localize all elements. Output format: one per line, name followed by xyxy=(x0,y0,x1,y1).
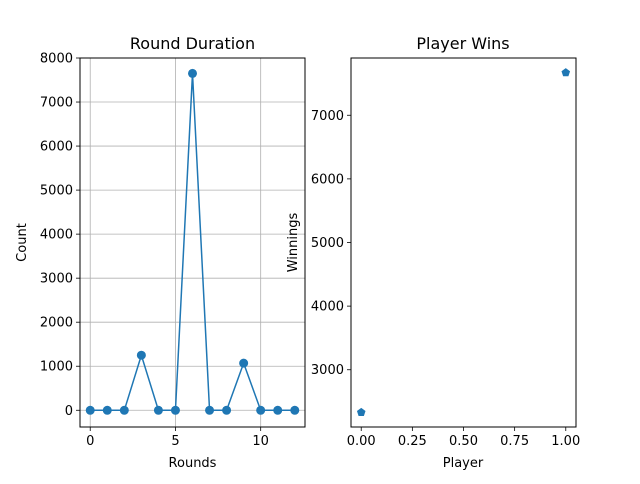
round-duration-data-point xyxy=(239,358,249,368)
round-duration-ytick-label: 6000 xyxy=(40,140,73,155)
round-duration-data-point xyxy=(153,405,163,415)
round-duration-xlabel: Rounds xyxy=(169,456,217,471)
round-duration-data-point xyxy=(273,405,283,415)
round-duration-data-point xyxy=(119,405,129,415)
player-wins-xtick-label: 1.00 xyxy=(551,434,580,449)
player-wins-ytick-label: 7000 xyxy=(311,109,344,124)
player-wins-data-point xyxy=(561,68,571,77)
round-duration-ytick-label: 5000 xyxy=(40,184,73,199)
round-duration-xtick-label: 0 xyxy=(86,434,94,449)
player-wins-xtick-label: 0.50 xyxy=(449,434,478,449)
round-duration-axes-frame xyxy=(79,57,306,428)
round-duration-data-point xyxy=(85,405,95,415)
round-duration-ytick-label: 0 xyxy=(65,404,73,419)
player-wins-xtick-label: 0.25 xyxy=(398,434,427,449)
round-duration-data-point xyxy=(205,405,215,415)
round-duration-title: Round Duration xyxy=(130,34,255,53)
player-wins-ytick-label: 5000 xyxy=(311,236,344,251)
round-duration-ytick-label: 1000 xyxy=(40,360,73,375)
round-duration-data-point xyxy=(256,405,266,415)
player-wins-chart: Player Wins Player Winnings 0.00 0.25 0.50… xyxy=(286,34,580,471)
player-wins-title: Player Wins xyxy=(416,34,509,53)
player-wins-ytick-label: 4000 xyxy=(311,300,344,315)
round-duration-data-point xyxy=(102,405,112,415)
round-duration-ytick-label: 2000 xyxy=(40,316,73,331)
player-wins-xtick-label: 0.00 xyxy=(347,434,376,449)
player-wins-data-point xyxy=(356,407,366,417)
player-wins-xlabel: Player xyxy=(443,456,484,471)
round-duration-ytick-label: 7000 xyxy=(40,96,73,111)
round-duration-data-point xyxy=(188,68,197,78)
round-duration-ytick-label: 8000 xyxy=(40,52,73,67)
round-duration-xtick-label: 5 xyxy=(171,434,179,449)
player-wins-ytick-label: 3000 xyxy=(311,363,344,378)
round-duration-ytick-label: 3000 xyxy=(40,272,73,287)
round-duration-data-point xyxy=(136,350,146,360)
round-duration-data-point xyxy=(170,405,180,415)
round-duration-ylabel: Count xyxy=(15,223,30,262)
round-duration-ytick-label: 4000 xyxy=(40,228,73,243)
player-wins-ytick-label: 6000 xyxy=(311,172,344,187)
round-duration-data-point xyxy=(290,405,300,415)
round-duration-xtick-label: 10 xyxy=(252,434,269,449)
round-duration-chart: Round Duration Rounds Count 0 5 10 0 1000 200… xyxy=(15,34,306,471)
player-wins-xtick-label: 0.75 xyxy=(500,434,529,449)
round-duration-data-point xyxy=(222,405,232,415)
player-wins-ylabel: Winnings xyxy=(286,213,301,273)
